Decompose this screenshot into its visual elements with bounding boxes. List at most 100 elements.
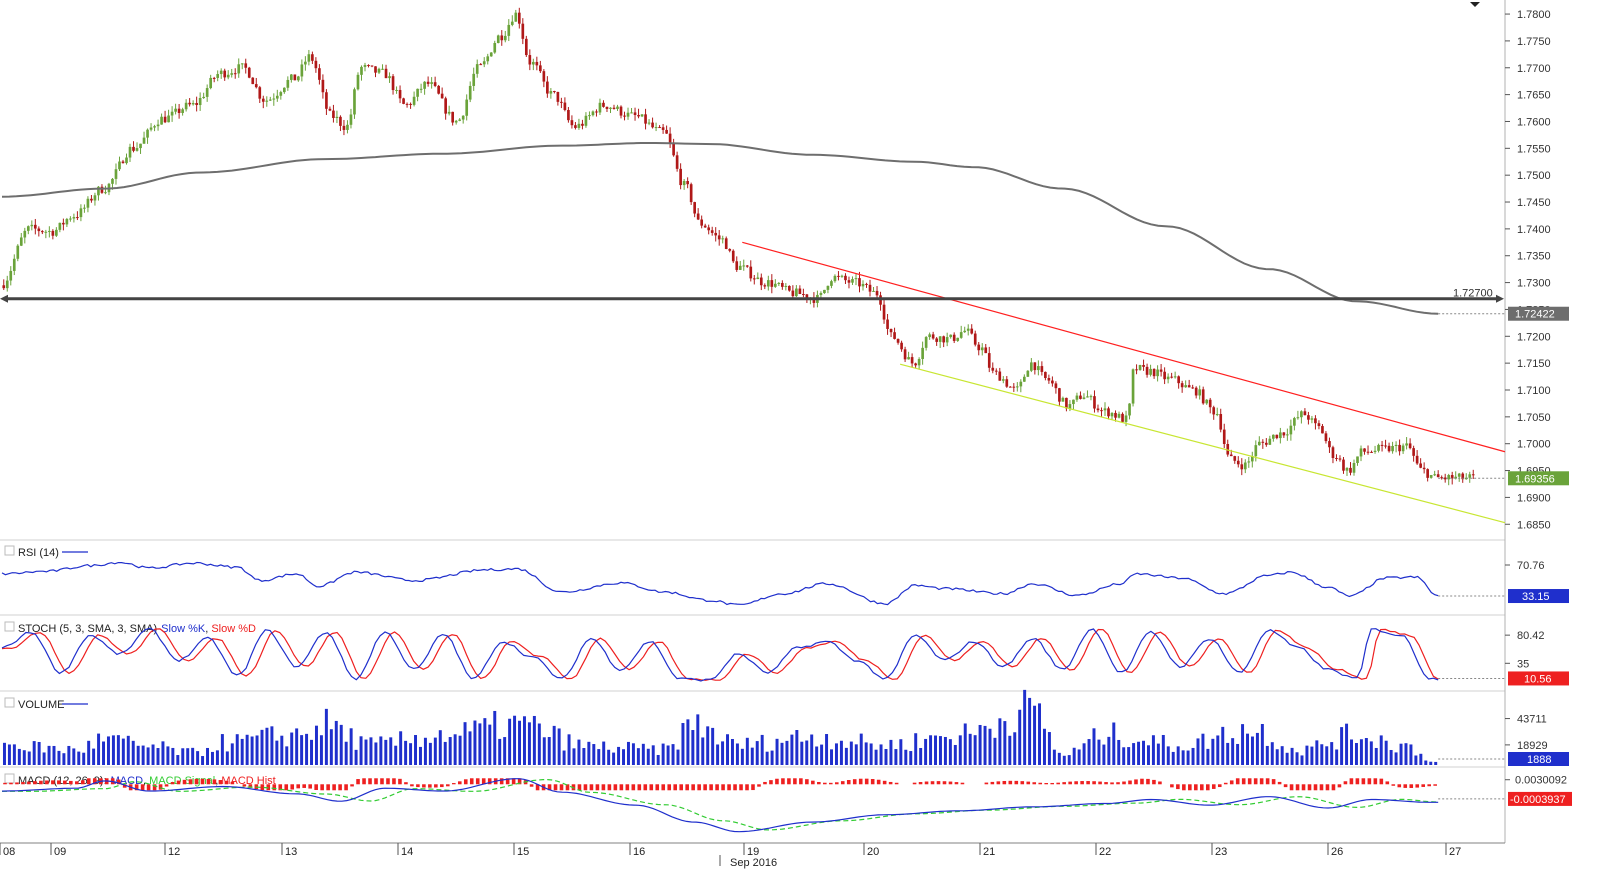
candle-body	[759, 277, 763, 286]
candle-body	[752, 278, 756, 280]
upper-trendline[interactable]	[742, 241, 1506, 453]
volume-bar	[1236, 743, 1240, 765]
macd-hist-bar	[1391, 784, 1396, 786]
macd-hist-bar	[870, 779, 875, 785]
volume-bar	[943, 736, 947, 765]
macd-hist-bar	[745, 784, 749, 791]
candle-body	[1156, 369, 1159, 377]
rsi-line	[1, 561, 1439, 606]
price-tick-label: 1.7600	[1517, 116, 1551, 128]
macd-hist-bar	[356, 779, 360, 785]
candle-body	[1100, 410, 1103, 412]
candle-body	[1366, 451, 1370, 453]
candle-body	[584, 115, 588, 126]
candle-body	[865, 283, 868, 285]
moving-average-line	[1, 142, 1439, 315]
close-icon[interactable]	[4, 697, 15, 708]
candle-body	[349, 114, 353, 125]
volume-bar	[1052, 749, 1056, 765]
volume-bar	[770, 750, 774, 765]
macd-hist-bar	[314, 784, 318, 791]
macd-hist-bar	[1211, 784, 1216, 789]
candle-body	[254, 84, 258, 88]
volume-bar	[1404, 743, 1408, 765]
candle-body	[1286, 434, 1289, 436]
volume-title: VOLUME	[18, 699, 64, 711]
candle-body	[325, 92, 328, 109]
macd-hist-bar	[63, 780, 67, 785]
candle-body	[1247, 461, 1251, 463]
candle-body	[1419, 463, 1422, 468]
candle-body	[616, 106, 619, 109]
volume-bar	[537, 723, 541, 765]
rsi-badge-value: 33.15	[1522, 591, 1550, 603]
macd-hist-bar	[1110, 782, 1114, 785]
macd-hist-bar	[242, 784, 247, 787]
macd-hist-bar	[1379, 778, 1384, 785]
candle-body	[128, 146, 132, 158]
candle-body	[1300, 411, 1303, 418]
macd-hist-bar	[1074, 781, 1078, 785]
candle-body	[125, 157, 128, 164]
volume-bar	[894, 749, 898, 765]
candle-body	[93, 195, 97, 201]
candle-body	[83, 207, 86, 209]
macd-hist-bar	[1176, 784, 1180, 790]
volume-bar	[1047, 732, 1051, 765]
candle-body	[1443, 477, 1447, 480]
volume-bar	[52, 745, 56, 765]
macd-hist-bar	[637, 784, 642, 791]
volume-bar	[12, 744, 16, 765]
volume-bar	[275, 740, 279, 765]
volume-bar	[567, 734, 571, 765]
candle-body	[1135, 369, 1138, 371]
candle-body	[626, 112, 630, 117]
candle-body	[402, 98, 405, 104]
candle-body	[1422, 467, 1426, 470]
macd-hist-bar	[260, 784, 265, 791]
volume-bar	[864, 742, 868, 765]
volume-bar	[1112, 722, 1116, 765]
stoch-y-axis: 80.42 35	[1505, 630, 1545, 670]
candle-body	[612, 107, 616, 109]
macd-hist-bar	[39, 780, 43, 785]
close-icon[interactable]	[4, 621, 15, 632]
volume-bar	[265, 727, 269, 765]
volume-bar	[77, 751, 81, 765]
candle-body	[426, 81, 430, 84]
candle-body	[830, 281, 833, 286]
candle-body	[1303, 411, 1307, 416]
chevron-down-icon[interactable]	[1470, 2, 1480, 7]
volume-bar	[181, 748, 185, 765]
candle-body	[791, 290, 795, 297]
volume-bar	[562, 750, 566, 765]
candle-body	[76, 217, 79, 219]
macd-hist-bar	[92, 778, 97, 785]
volume-bar	[1325, 746, 1329, 765]
candle-body	[987, 353, 991, 368]
candle-body	[100, 186, 104, 193]
macd-hist-bar	[757, 784, 761, 787]
price-tick-label: 1.7550	[1517, 143, 1551, 155]
stoch-legend-k: Slow %K	[161, 623, 206, 635]
candle-body	[1219, 414, 1223, 430]
candle-body	[735, 261, 739, 270]
volume-bar	[830, 749, 834, 765]
macd-hist-bar	[1146, 778, 1150, 785]
candle-body	[132, 146, 135, 151]
macd-hist-bar	[499, 778, 504, 785]
macd-hist-bar	[380, 778, 384, 785]
candle-body	[766, 280, 770, 287]
volume-bar	[542, 737, 546, 765]
volume-bar	[1186, 750, 1190, 765]
close-icon[interactable]	[4, 545, 15, 556]
candle-body	[377, 68, 381, 73]
candle-body	[935, 338, 938, 342]
candle-body	[524, 38, 528, 56]
lower-trendline[interactable]	[899, 363, 1506, 524]
candle-body	[433, 82, 437, 86]
price-tick-label: 1.7150	[1517, 358, 1551, 370]
candle-body	[805, 294, 809, 299]
candle-body	[749, 266, 753, 279]
volume-bar	[740, 748, 744, 765]
